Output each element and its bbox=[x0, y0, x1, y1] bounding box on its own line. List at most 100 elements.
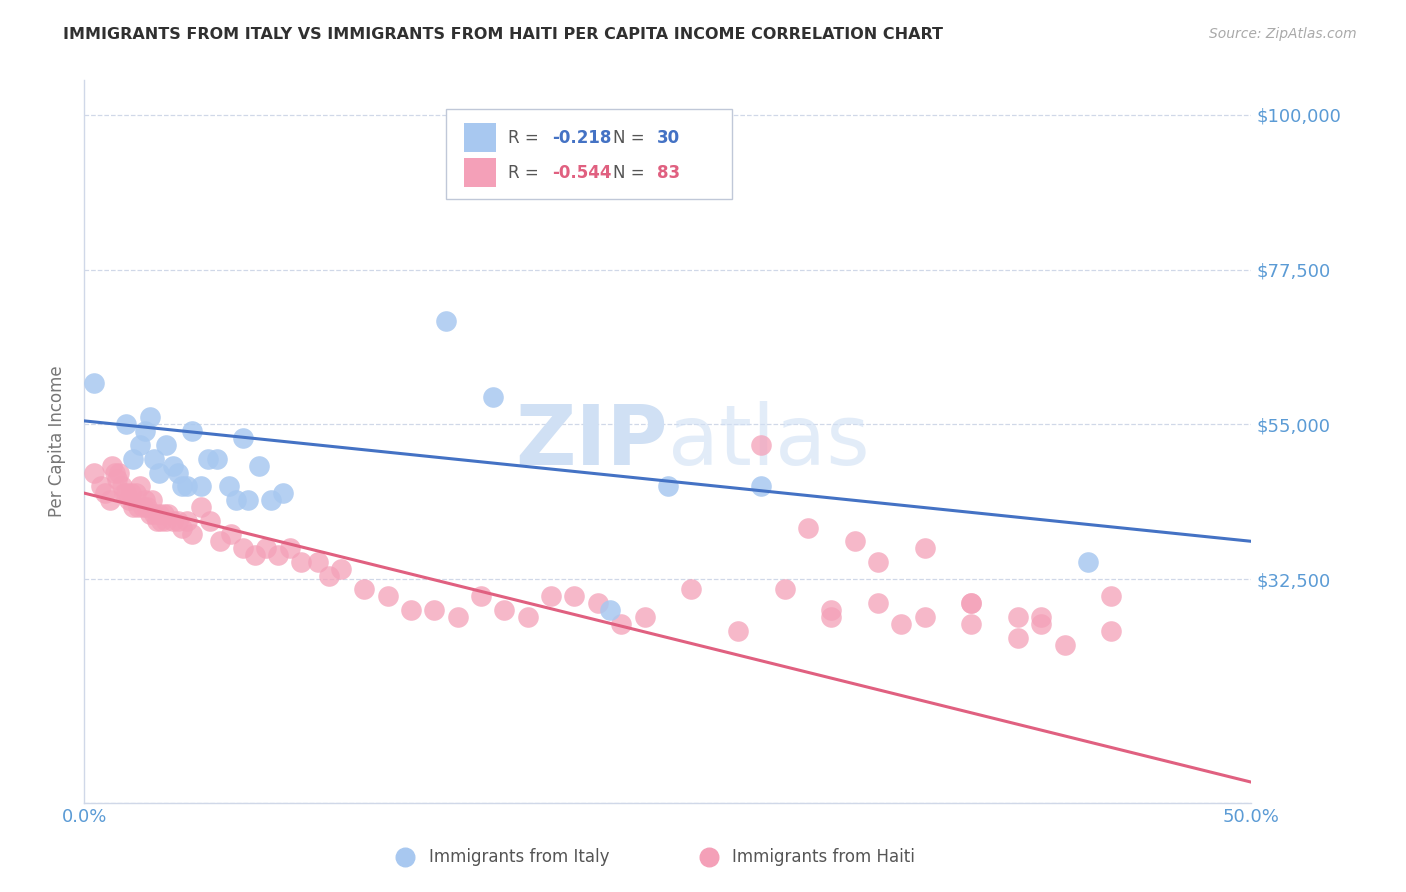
Point bbox=[318, 568, 340, 582]
Point bbox=[172, 520, 194, 534]
Point bbox=[111, 479, 134, 493]
Point bbox=[960, 596, 983, 610]
Point bbox=[162, 458, 184, 473]
Point bbox=[208, 534, 231, 549]
Point bbox=[190, 479, 212, 493]
Point bbox=[1053, 638, 1076, 652]
Point bbox=[866, 555, 889, 569]
Point bbox=[481, 390, 505, 404]
Point bbox=[166, 466, 188, 480]
Point bbox=[1031, 610, 1053, 624]
Point bbox=[727, 624, 749, 638]
Point bbox=[1031, 616, 1053, 631]
Point bbox=[129, 479, 152, 493]
Point bbox=[225, 493, 247, 508]
Point bbox=[138, 507, 160, 521]
Point bbox=[221, 527, 243, 541]
Point bbox=[155, 514, 177, 528]
Point bbox=[162, 514, 184, 528]
Point bbox=[134, 424, 156, 438]
Point bbox=[494, 603, 516, 617]
Bar bbox=[464, 123, 496, 153]
Point bbox=[112, 486, 135, 500]
Point bbox=[271, 486, 294, 500]
Point bbox=[125, 486, 148, 500]
Point bbox=[180, 424, 202, 438]
Point bbox=[150, 514, 173, 528]
Point bbox=[118, 493, 141, 508]
Point bbox=[1322, 796, 1344, 810]
Point bbox=[564, 590, 586, 604]
Point bbox=[83, 376, 105, 390]
Point bbox=[157, 507, 180, 521]
Point bbox=[1007, 631, 1029, 645]
Point bbox=[141, 493, 163, 508]
Y-axis label: Per Capita Income: Per Capita Income bbox=[48, 366, 66, 517]
Point bbox=[166, 514, 188, 528]
Point bbox=[447, 610, 470, 624]
Point bbox=[98, 493, 121, 508]
Text: R =: R = bbox=[508, 163, 544, 182]
Point bbox=[120, 486, 142, 500]
Point bbox=[423, 603, 446, 617]
Point bbox=[820, 603, 842, 617]
Point bbox=[610, 616, 633, 631]
Text: IMMIGRANTS FROM ITALY VS IMMIGRANTS FROM HAITI PER CAPITA INCOME CORRELATION CHA: IMMIGRANTS FROM ITALY VS IMMIGRANTS FROM… bbox=[63, 27, 943, 42]
Point bbox=[330, 562, 353, 576]
Point bbox=[599, 603, 621, 617]
Point bbox=[180, 527, 202, 541]
Point bbox=[254, 541, 277, 556]
Text: R =: R = bbox=[508, 128, 544, 146]
Point bbox=[148, 507, 170, 521]
Point bbox=[914, 610, 936, 624]
Text: Source: ZipAtlas.com: Source: ZipAtlas.com bbox=[1209, 27, 1357, 41]
Text: 30: 30 bbox=[658, 128, 681, 146]
Point bbox=[633, 610, 655, 624]
Point bbox=[1007, 610, 1029, 624]
Point bbox=[122, 451, 145, 466]
Point bbox=[132, 500, 155, 514]
Point bbox=[172, 479, 194, 493]
Point bbox=[90, 479, 112, 493]
Point bbox=[1099, 590, 1122, 604]
Point bbox=[94, 486, 117, 500]
Point bbox=[716, 796, 738, 810]
Point bbox=[307, 555, 329, 569]
Point bbox=[516, 610, 538, 624]
Point bbox=[134, 493, 156, 508]
Point bbox=[540, 590, 562, 604]
Text: -0.544: -0.544 bbox=[553, 163, 612, 182]
Point bbox=[773, 582, 796, 597]
Point bbox=[143, 507, 166, 521]
Text: atlas: atlas bbox=[668, 401, 869, 482]
Point bbox=[136, 500, 159, 514]
Point bbox=[115, 417, 138, 432]
Point bbox=[127, 500, 149, 514]
Point bbox=[844, 534, 866, 549]
Point bbox=[820, 610, 842, 624]
Point bbox=[890, 616, 912, 631]
Point bbox=[232, 431, 254, 445]
Point bbox=[960, 616, 983, 631]
Point bbox=[377, 590, 399, 604]
Point bbox=[207, 451, 229, 466]
Text: ZIP: ZIP bbox=[516, 401, 668, 482]
Point bbox=[105, 472, 128, 486]
Point bbox=[122, 500, 145, 514]
Point bbox=[197, 451, 219, 466]
Bar bbox=[464, 158, 496, 187]
Point bbox=[353, 582, 375, 597]
Point bbox=[115, 486, 138, 500]
Point bbox=[218, 479, 240, 493]
Point bbox=[470, 590, 492, 604]
Point bbox=[960, 596, 983, 610]
Point bbox=[681, 582, 703, 597]
Point bbox=[148, 466, 170, 480]
Point bbox=[83, 466, 105, 480]
Point bbox=[108, 466, 131, 480]
Point bbox=[797, 520, 820, 534]
Point bbox=[749, 438, 772, 452]
Point bbox=[143, 451, 166, 466]
Point bbox=[914, 541, 936, 556]
Text: -0.218: -0.218 bbox=[553, 128, 612, 146]
